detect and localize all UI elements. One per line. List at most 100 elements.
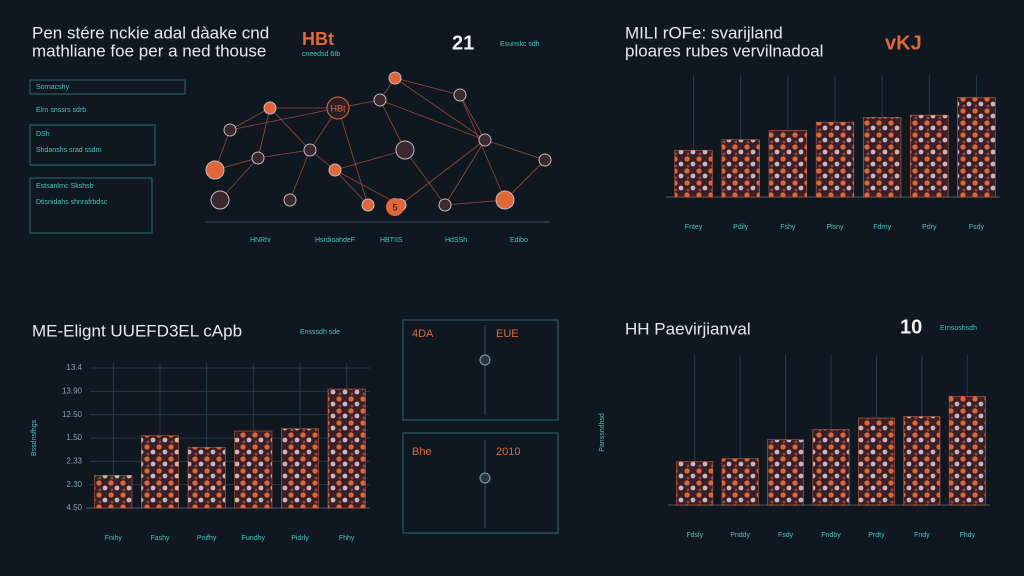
node <box>205 160 225 180</box>
bar <box>721 139 760 198</box>
edge <box>334 169 369 206</box>
y-axis-label: Bssdnsfhgs <box>31 419 38 456</box>
panel-text: Elrn snssrs sdrb <box>36 107 86 114</box>
bar <box>910 114 949 198</box>
bar <box>812 429 850 506</box>
bar <box>141 435 179 509</box>
legend-item: HBTIIS <box>380 237 403 244</box>
bar <box>815 121 855 198</box>
edge <box>399 139 486 206</box>
bar <box>948 396 986 506</box>
edge <box>404 149 446 206</box>
y-tick-label: 12.50 <box>62 410 83 419</box>
node <box>263 101 277 115</box>
node <box>326 96 350 120</box>
node <box>251 151 265 165</box>
node <box>479 472 491 484</box>
legend-item: HdSSh <box>445 237 467 244</box>
title-line: mathliane foe per a ned thouse <box>32 41 266 60</box>
node <box>223 123 237 137</box>
node <box>438 198 452 212</box>
edge <box>444 199 506 206</box>
edge <box>229 107 339 131</box>
panel-right: 2010 <box>496 446 520 458</box>
network: HBt 5 HNRhi HsrdioahdeF HBTIIS HdSSh Edibo <box>205 71 552 244</box>
node <box>386 198 404 216</box>
x-tick-label: Pdily <box>733 224 749 231</box>
y-tick-label: 1.50 <box>66 433 82 442</box>
panel-text: Shdanshs srad ssdm <box>36 147 102 154</box>
edge <box>337 107 369 206</box>
chart-title: HH Paevirjianval <box>625 319 751 338</box>
x-tick-label: Fhdy <box>960 532 976 539</box>
panel-right: EUE <box>496 328 519 340</box>
node <box>373 93 387 107</box>
panel <box>29 177 153 234</box>
node <box>478 133 492 147</box>
edge <box>334 149 406 171</box>
logo: HBt <box>302 29 334 49</box>
edge <box>289 149 311 201</box>
y-axis-label: Panssndhsd <box>599 413 606 452</box>
bar <box>327 388 366 509</box>
x-tick-label: Fashy <box>150 535 170 542</box>
edge <box>257 149 311 159</box>
node <box>538 153 552 167</box>
legend-item: HNRhi <box>250 237 271 244</box>
panel <box>402 319 559 421</box>
x-tick-label: Pnifhy <box>197 535 217 542</box>
x-tick-label: Fundhy <box>242 535 266 542</box>
x-tick-label: Fshy <box>780 224 796 231</box>
x-tick-label: Pdry <box>922 224 937 231</box>
node <box>210 190 230 210</box>
panel <box>402 432 559 534</box>
chart-title: ploares rubes vervilnadoal <box>625 41 823 60</box>
x-tick-label: Fntey <box>685 224 703 231</box>
panel-heading: Sornacshy <box>36 84 70 91</box>
node <box>328 163 342 177</box>
x-tick-label: Fndby <box>821 532 841 539</box>
chart-badge: Ensssdh sde <box>300 329 340 336</box>
panel-text: Dtisnidahs shnrafrbdsc <box>36 199 108 206</box>
edge <box>394 77 461 96</box>
chart-title: ME-Elignt UUEFD3EL cApb <box>32 321 242 340</box>
node <box>283 193 297 207</box>
bar <box>858 417 895 506</box>
x-tick-label: Fdrny <box>873 224 891 231</box>
x-tick-label: Fsdy <box>778 532 794 539</box>
x-tick-label: Fnihy <box>105 535 123 542</box>
bar <box>674 149 713 198</box>
x-tick-label: Fhhy <box>339 535 355 542</box>
y-tick-label: 13.4 <box>66 363 82 372</box>
node <box>388 71 402 85</box>
panel <box>29 124 156 166</box>
x-tick-label: Fndy <box>914 532 930 539</box>
bar <box>234 430 273 509</box>
bar <box>676 461 714 506</box>
bar <box>863 117 902 198</box>
x-tick-label: Prdty <box>868 532 885 539</box>
edge <box>459 94 506 201</box>
x-tick-label: Fsdy <box>969 224 985 231</box>
node <box>453 88 467 102</box>
edge <box>269 107 311 151</box>
y-tick-label: 2.30 <box>66 480 82 489</box>
panel-left: Bhe <box>412 446 432 458</box>
node <box>303 143 317 157</box>
bar <box>94 475 133 509</box>
badge: 21 <box>452 32 474 54</box>
bar <box>187 447 226 509</box>
edge <box>444 139 486 206</box>
legend-item: HsrdioahdeF <box>315 237 355 244</box>
edge <box>484 139 546 161</box>
chart-badge: vKJ <box>885 32 922 54</box>
legend-item: Edibo <box>510 237 528 244</box>
node <box>361 198 375 212</box>
x-tick-label: Pnddy <box>730 532 750 539</box>
badge-note: Esunskc sdh <box>500 41 540 48</box>
panel-heading: Estsanlrnc Skshsb <box>36 183 94 190</box>
edge <box>334 169 401 206</box>
edge <box>257 107 271 159</box>
